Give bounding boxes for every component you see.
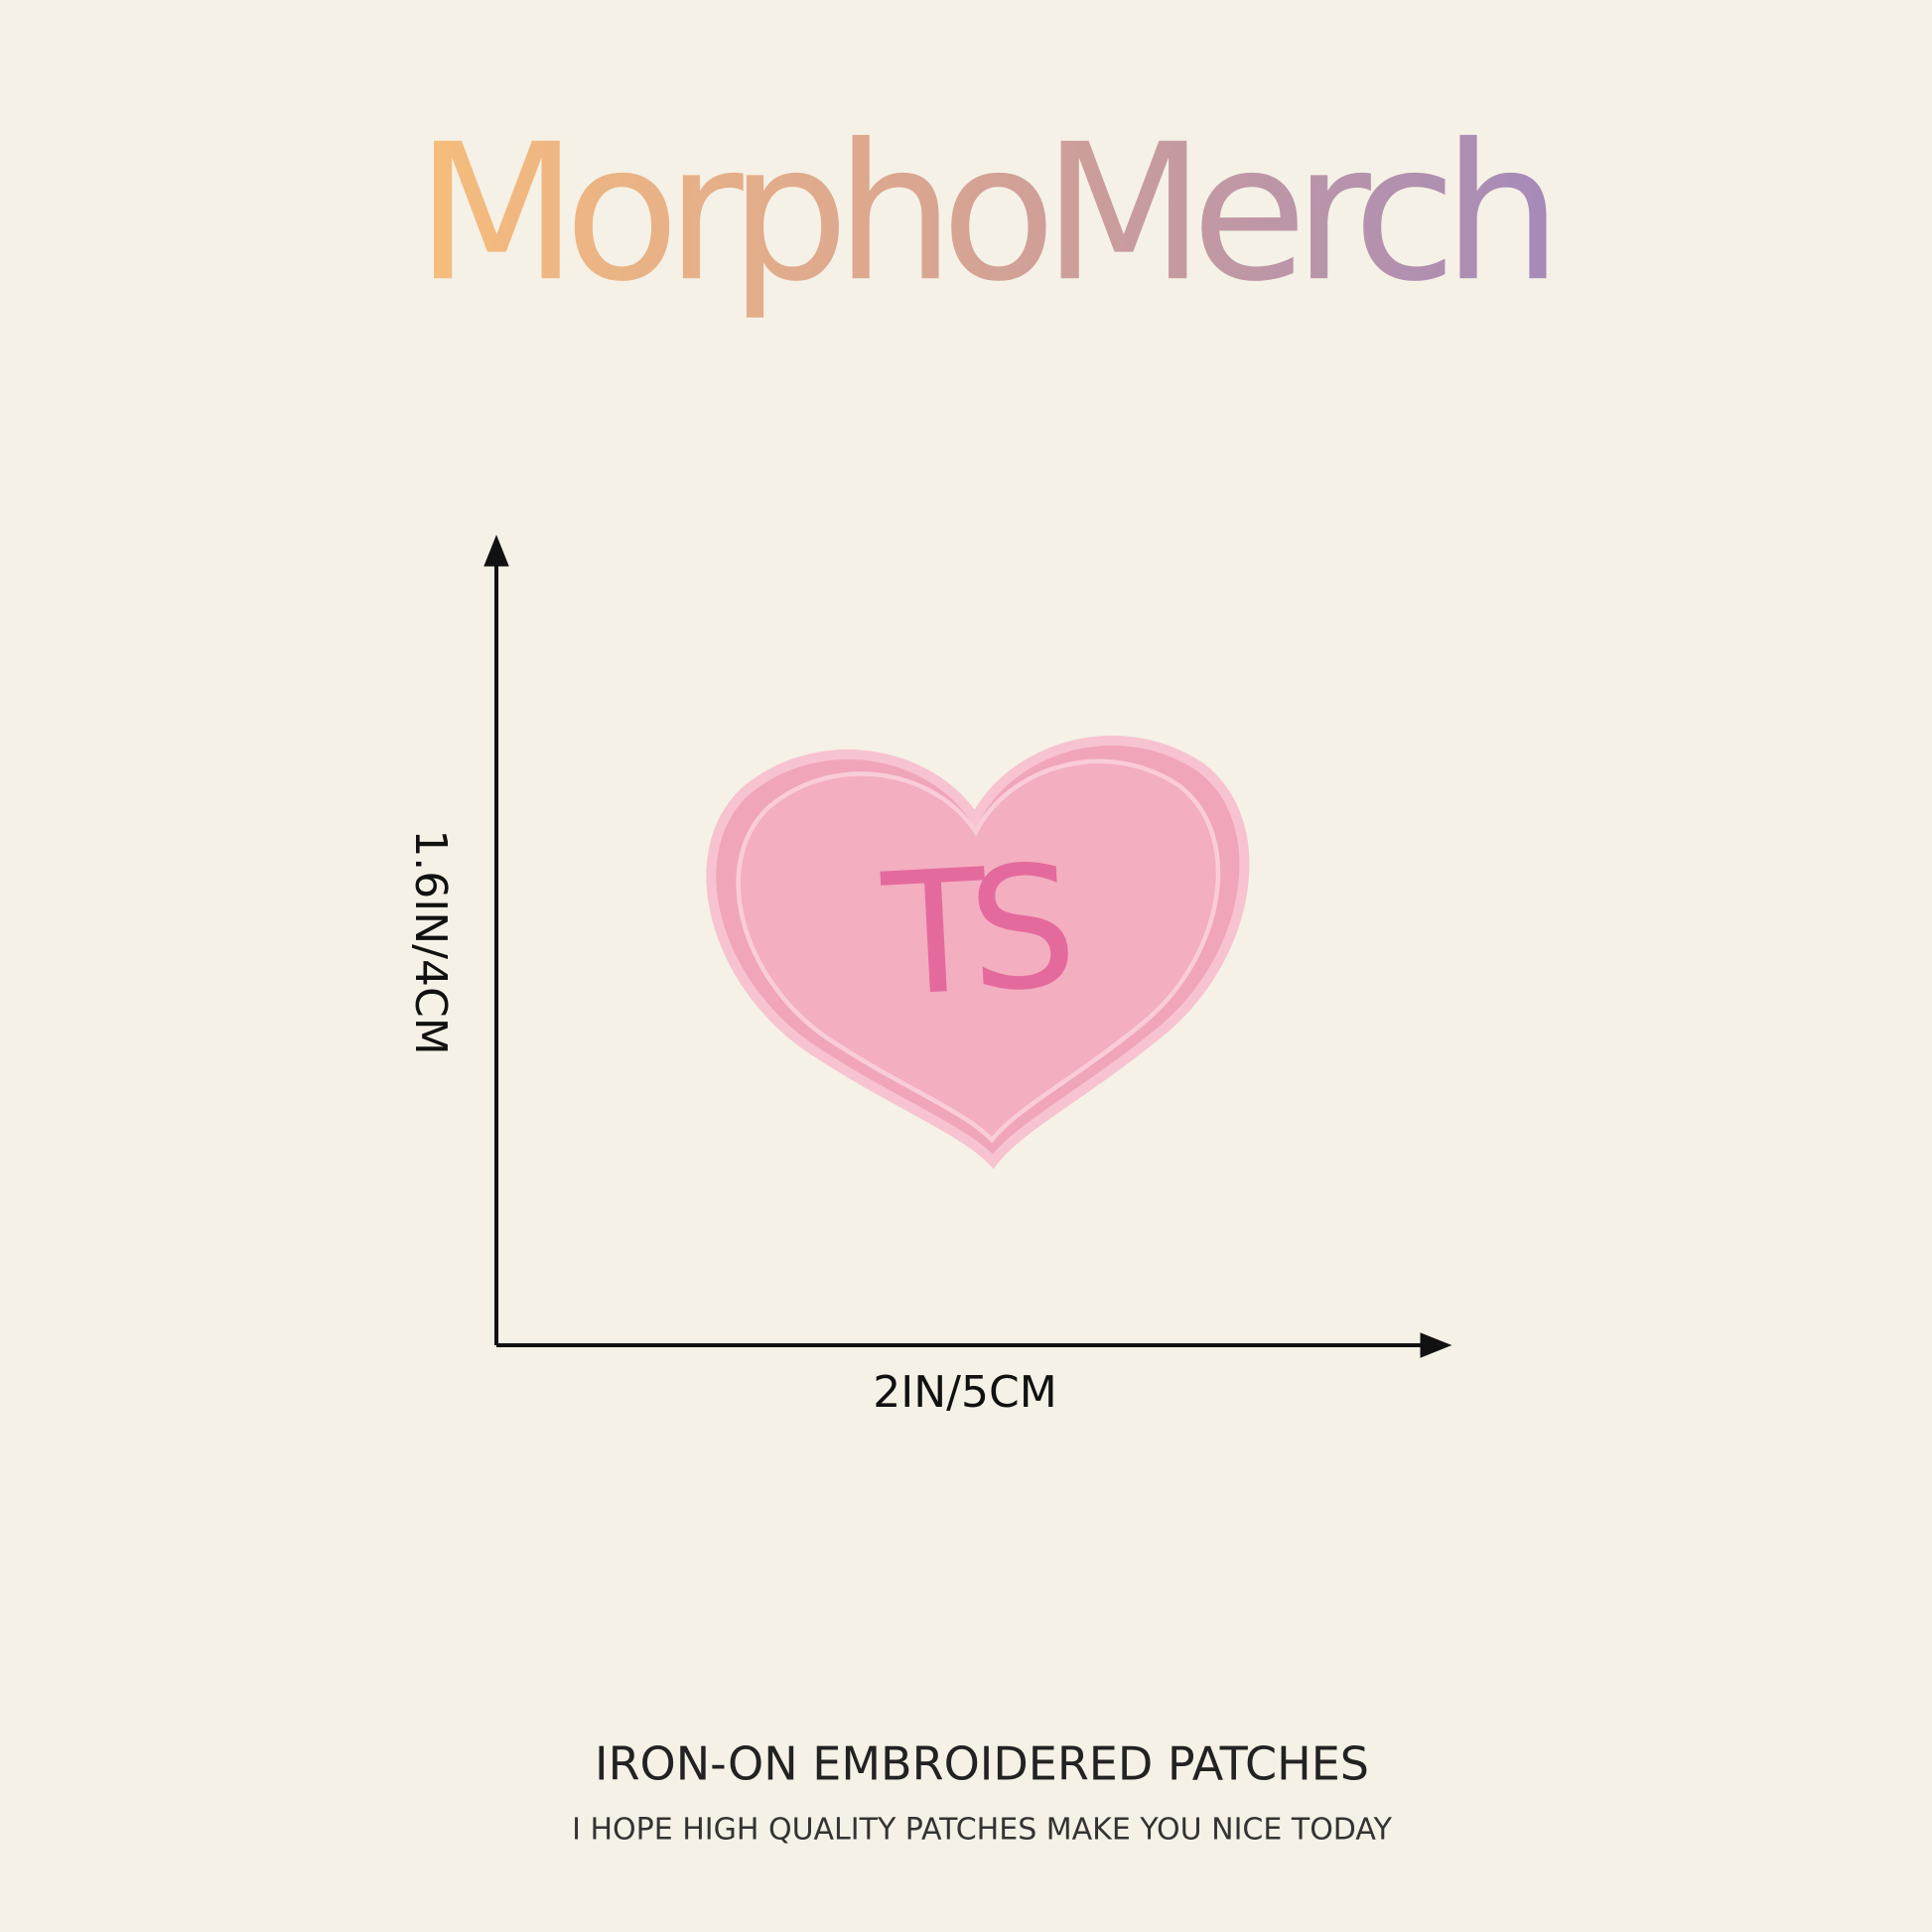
heart-stitch bbox=[736, 759, 1221, 1144]
patch-text: TS bbox=[878, 829, 1072, 1035]
footer-subtitle: I HOPE HIGH QUALITY PATCHES MAKE YOU NIC… bbox=[572, 1813, 1392, 1848]
width-label: 2IN/5CM bbox=[873, 1367, 1056, 1418]
footer-title: IRON-ON EMBROIDERED PATCHES bbox=[595, 1737, 1369, 1791]
heart-patch: TS bbox=[706, 735, 1250, 1170]
height-label: 1.6IN/4CM bbox=[405, 829, 456, 1054]
brand-logo: MorphoMerch bbox=[415, 103, 1548, 323]
